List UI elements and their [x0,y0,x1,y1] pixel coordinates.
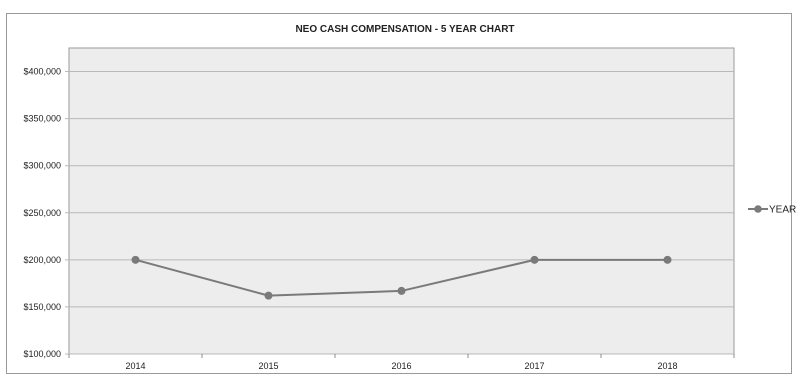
data-point [397,286,406,295]
x-tick-label: 2018 [657,361,677,371]
x-tick-label: 2015 [258,361,278,371]
x-tick-label: 2016 [391,361,411,371]
x-axis-tick-labels: 2014 2015 2016 2017 2018 [125,361,677,371]
y-tick-label: $150,000 [23,302,61,312]
legend: YEAR [748,205,796,216]
y-tick-label: $100,000 [23,349,61,359]
y-tick-label: $200,000 [23,255,61,265]
y-tick-label: $350,000 [23,114,61,124]
data-point [264,291,273,300]
gridlines [65,71,735,358]
y-axis-tick-labels: $100,000 $150,000 $200,000 $250,000 $300,000… [23,67,61,359]
y-tick-label: $400,000 [23,67,61,77]
data-point [663,255,672,264]
plot-area [68,47,735,355]
legend-label: YEAR [769,205,796,216]
series-layer [131,255,672,300]
x-tick-label: 2014 [125,361,145,371]
data-point [530,255,539,264]
data-point [131,255,140,264]
legend-marker [754,205,762,213]
y-tick-label: $250,000 [23,208,61,218]
chart-title: NEO CASH COMPENSATION - 5 YEAR CHART [295,24,514,35]
x-tick-label: 2017 [524,361,544,371]
y-tick-label: $300,000 [23,161,61,171]
